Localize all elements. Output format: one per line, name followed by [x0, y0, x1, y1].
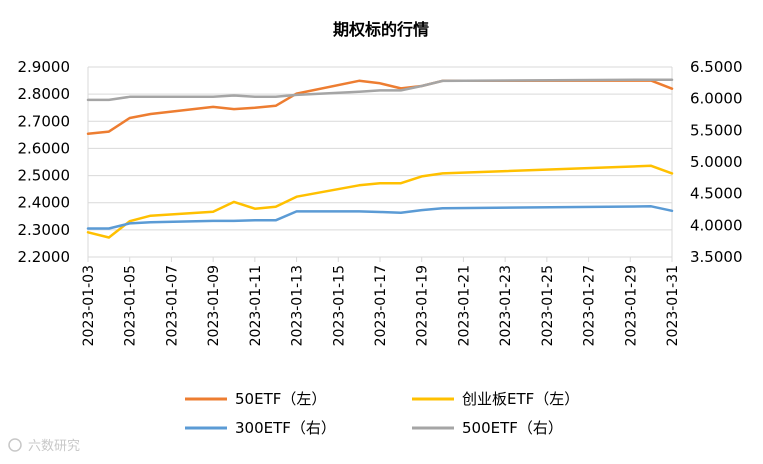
x-axis-ticks: 2023-01-03 2023-01-05 2023-01-07 2023-01-09…: [81, 257, 681, 346]
x-tick-label: 2023-01-13: [290, 265, 306, 346]
series-line-2: [86, 205, 674, 230]
legend-label: 300ETF（右）: [235, 419, 336, 437]
left-tick-label: 2.3000: [18, 221, 71, 239]
x-tick-label: 2023-01-27: [582, 265, 598, 346]
left-tick-label: 2.7000: [18, 112, 71, 130]
watermark-text: 六数研究: [28, 439, 80, 454]
series-lines: [86, 78, 674, 239]
x-tick-label: 2023-01-25: [540, 265, 556, 346]
x-tick-label: 2023-01-23: [498, 265, 514, 346]
x-tick-label: 2023-01-09: [206, 265, 222, 346]
x-tick-label: 2023-01-17: [373, 265, 389, 346]
series-line-0: [86, 79, 674, 136]
x-tick-label: 2023-01-31: [665, 265, 681, 346]
x-tick-label: 2023-01-29: [623, 265, 639, 346]
watermark-logo-icon: [8, 438, 22, 452]
x-tick-label: 2023-01-21: [456, 265, 472, 346]
right-tick-label: 4.0000: [690, 216, 743, 234]
right-tick-label: 6.5000: [690, 58, 743, 76]
legend-label: 500ETF（右）: [462, 419, 563, 437]
x-tick-label: 2023-01-15: [331, 265, 347, 346]
left-axis-ticks: 2.2000 2.3000 2.4000 2.5000 2.6000 2.7000 2.80…: [18, 58, 71, 266]
right-tick-label: 5.0000: [690, 153, 743, 171]
gridlines: [88, 66, 672, 258]
series-line-3: [86, 78, 674, 102]
right-tick-label: 6.0000: [690, 90, 743, 108]
x-tick-label: 2023-01-11: [248, 265, 264, 346]
legend: 50ETF（左） 创业板ETF（左） 300ETF（右） 500ETF（右）: [185, 390, 579, 437]
right-tick-label: 3.5000: [690, 248, 743, 266]
legend-label: 创业板ETF（左）: [462, 390, 579, 408]
left-tick-label: 2.9000: [18, 58, 71, 76]
series-line-1: [86, 164, 674, 239]
left-tick-label: 2.8000: [18, 85, 71, 103]
x-tick-label: 2023-01-19: [415, 265, 431, 346]
chart-title: 期权标的行情: [333, 20, 429, 39]
x-tick-label: 2023-01-03: [81, 265, 97, 346]
left-tick-label: 2.4000: [18, 194, 71, 212]
axes: [87, 67, 673, 257]
left-tick-label: 2.2000: [18, 248, 71, 266]
right-tick-label: 5.5000: [690, 121, 743, 139]
watermark: 六数研究: [8, 438, 80, 454]
right-tick-label: 4.5000: [690, 185, 743, 203]
x-tick-label: 2023-01-05: [123, 265, 139, 346]
right-axis-ticks: 3.5000 4.0000 4.5000 5.0000 5.5000 6.0000 6.50…: [690, 58, 743, 266]
legend-label: 50ETF（左）: [235, 390, 326, 408]
x-tick-label: 2023-01-07: [164, 265, 180, 346]
left-tick-label: 2.5000: [18, 167, 71, 185]
left-tick-label: 2.6000: [18, 139, 71, 157]
